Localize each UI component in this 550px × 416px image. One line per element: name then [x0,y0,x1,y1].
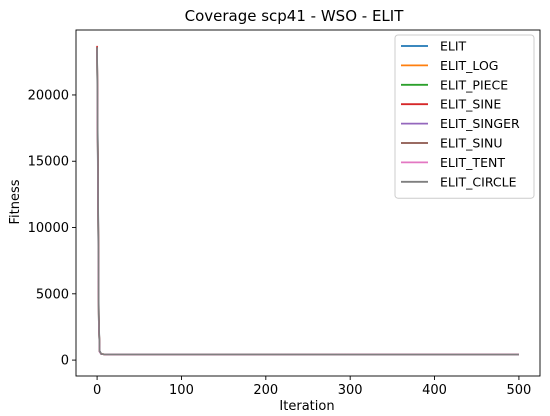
x-tick-label: 100 [169,383,194,398]
legend-label: ELIT [440,39,467,54]
x-tick-label: 300 [338,383,363,398]
y-tick-label: 20000 [28,88,69,103]
legend-label: ELIT_LOG [440,58,498,73]
legend-label: ELIT_CIRCLE [440,174,517,189]
legend-label: ELIT_SINE [440,97,501,112]
y-tick-label: 10000 [28,221,69,236]
x-axis-label: Iteration [279,399,334,414]
chart-title: Coverage scp41 - WSO - ELIT [185,7,405,25]
y-tick-label: 5000 [36,287,69,302]
series-line-elit-circle [96,47,519,356]
legend-label: ELIT_PIECE [440,77,508,92]
x-tick-label: 0 [93,383,101,398]
legend-label: ELIT_SINGER [440,116,520,131]
axes-frame [75,29,541,377]
legend: ELIT ELIT_LOG ELIT_PIECE ELIT_SINE ELIT_SING… [394,34,535,199]
x-ticks: 0 100 200 300 400 500 [93,376,531,398]
legend-label: ELIT_SINU [440,136,503,151]
x-tick-label: 400 [422,383,447,398]
x-tick-label: 200 [253,383,278,398]
y-tick-label: 0 [61,354,69,369]
y-ticks: 0 5000 10000 15000 20000 [28,88,76,369]
series-layer [96,45,519,356]
x-tick-label: 500 [506,383,531,398]
legend-label: ELIT_TENT [440,155,505,170]
y-axis-label: Fitness [8,179,23,224]
y-tick-label: 15000 [28,155,69,170]
legend-box [394,34,535,199]
plot-area [75,29,541,377]
